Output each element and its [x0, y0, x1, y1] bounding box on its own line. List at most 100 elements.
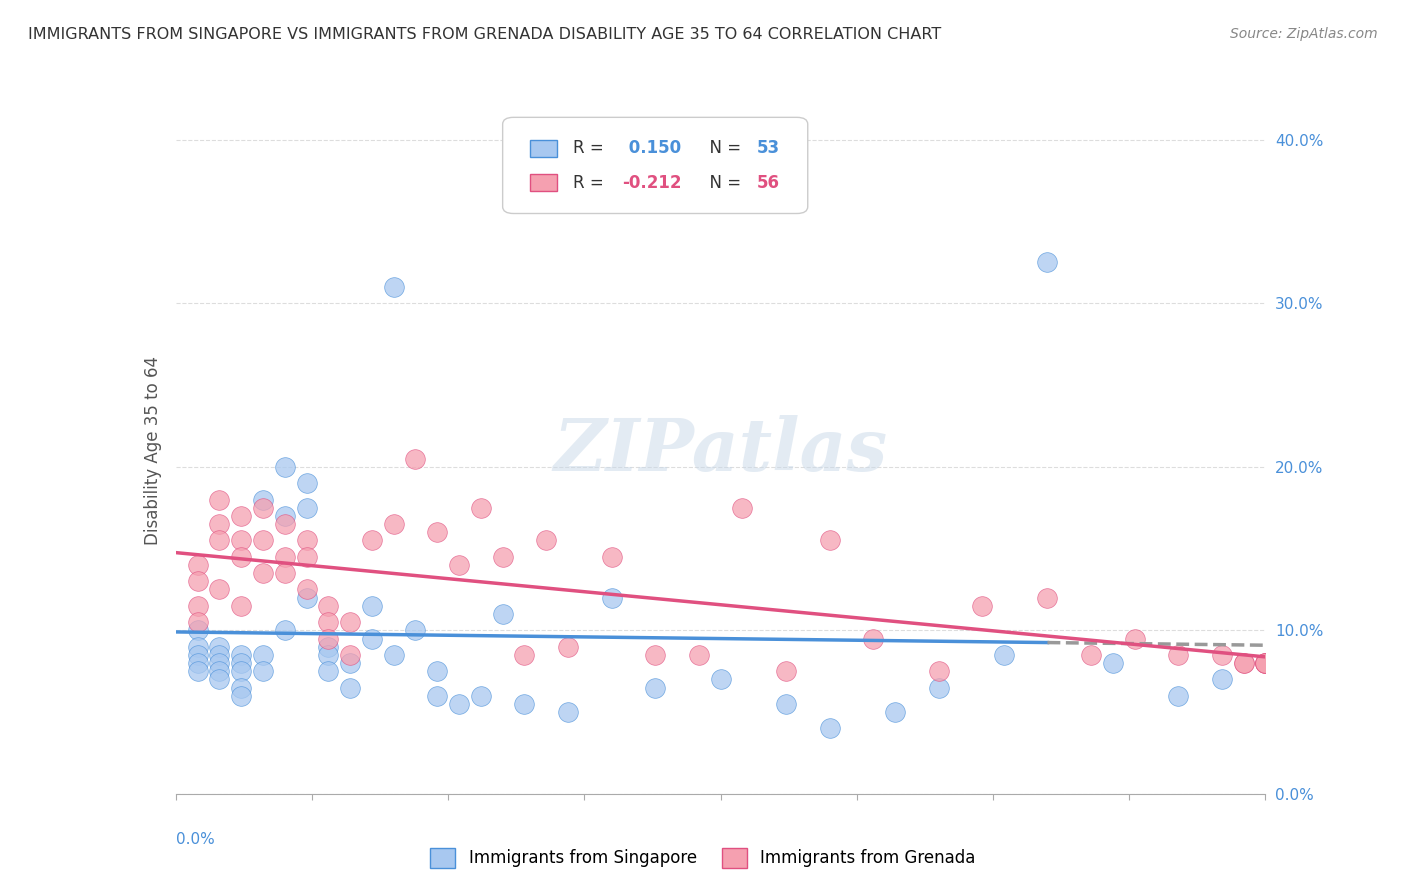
Point: [382, 280, 405, 294]
Point: [426, 525, 449, 540]
Point: [1036, 255, 1059, 269]
Point: [447, 697, 470, 711]
Text: ZIPatlas: ZIPatlas: [554, 415, 887, 486]
Point: [274, 624, 297, 638]
Point: [318, 640, 340, 654]
Point: [600, 591, 623, 605]
Point: [731, 500, 754, 515]
Text: Source: ZipAtlas.com: Source: ZipAtlas.com: [1230, 27, 1378, 41]
Point: [231, 664, 253, 679]
Point: [644, 648, 666, 662]
Point: [231, 689, 253, 703]
Point: [557, 640, 579, 654]
Point: [208, 673, 231, 687]
Point: [186, 615, 209, 630]
Point: [710, 673, 733, 687]
Text: R =: R =: [574, 139, 609, 157]
Point: [470, 500, 492, 515]
Point: [231, 656, 253, 670]
Point: [492, 549, 515, 564]
Point: [818, 533, 841, 548]
Point: [928, 681, 950, 695]
Point: [1167, 648, 1189, 662]
Point: [1211, 673, 1233, 687]
Y-axis label: Disability Age 35 to 64: Disability Age 35 to 64: [143, 356, 162, 545]
Point: [382, 516, 405, 531]
Text: N =: N =: [699, 139, 747, 157]
Point: [208, 582, 231, 597]
Point: [231, 549, 253, 564]
Text: 0.150: 0.150: [623, 139, 681, 157]
Point: [688, 648, 710, 662]
Point: [318, 599, 340, 613]
Point: [339, 656, 361, 670]
Point: [928, 664, 950, 679]
Point: [231, 599, 253, 613]
Point: [993, 648, 1015, 662]
Point: [492, 607, 515, 621]
Point: [470, 689, 492, 703]
Point: [360, 599, 382, 613]
Point: [1080, 648, 1102, 662]
Point: [884, 705, 907, 719]
Point: [318, 615, 340, 630]
Point: [318, 664, 340, 679]
Text: R =: R =: [574, 174, 609, 192]
Point: [426, 664, 449, 679]
Point: [186, 656, 209, 670]
Point: [318, 648, 340, 662]
Point: [644, 681, 666, 695]
Point: [252, 648, 274, 662]
Point: [186, 599, 209, 613]
Point: [339, 648, 361, 662]
Point: [231, 648, 253, 662]
Point: [382, 648, 405, 662]
Point: [186, 624, 209, 638]
FancyBboxPatch shape: [530, 174, 557, 191]
Point: [252, 566, 274, 580]
Point: [274, 549, 297, 564]
Point: [186, 558, 209, 572]
Point: [295, 476, 318, 491]
Point: [405, 624, 427, 638]
Point: [186, 640, 209, 654]
Point: [274, 516, 297, 531]
Point: [426, 689, 449, 703]
Point: [1232, 656, 1256, 670]
Point: [1254, 656, 1277, 670]
Point: [1036, 591, 1059, 605]
Point: [1254, 656, 1277, 670]
Point: [231, 533, 253, 548]
Point: [208, 664, 231, 679]
Point: [360, 632, 382, 646]
Text: 53: 53: [756, 139, 780, 157]
Point: [231, 508, 253, 523]
Point: [775, 697, 797, 711]
Point: [339, 615, 361, 630]
Text: -0.212: -0.212: [623, 174, 682, 192]
Point: [274, 566, 297, 580]
Point: [252, 492, 274, 507]
Point: [447, 558, 470, 572]
Point: [1211, 648, 1233, 662]
Point: [1254, 656, 1277, 670]
Point: [1232, 656, 1256, 670]
Point: [295, 582, 318, 597]
Text: 0.0%: 0.0%: [176, 831, 215, 847]
Point: [775, 664, 797, 679]
Point: [295, 549, 318, 564]
Point: [295, 591, 318, 605]
Point: [513, 648, 536, 662]
Point: [513, 697, 536, 711]
Point: [1123, 632, 1146, 646]
Point: [600, 549, 623, 564]
Point: [534, 533, 557, 548]
Point: [186, 574, 209, 589]
Point: [405, 451, 427, 466]
Point: [862, 632, 884, 646]
Point: [360, 533, 382, 548]
Point: [274, 508, 297, 523]
Point: [318, 632, 340, 646]
Point: [208, 640, 231, 654]
Point: [295, 533, 318, 548]
